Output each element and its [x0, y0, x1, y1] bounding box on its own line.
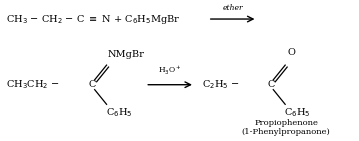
Text: NMgBr: NMgBr	[108, 50, 144, 59]
Text: C: C	[89, 80, 96, 89]
Text: C$_6$H$_5$: C$_6$H$_5$	[106, 106, 132, 119]
Text: H$_3$O$^+$: H$_3$O$^+$	[158, 64, 182, 77]
Text: C$_6$H$_5$: C$_6$H$_5$	[284, 106, 311, 119]
Text: C: C	[267, 80, 275, 89]
Text: ether: ether	[222, 4, 243, 12]
Text: CH$_3$ $-$ CH$_2$ $-$ C $\equiv$ N + C$_6$H$_5$MgBr: CH$_3$ $-$ CH$_2$ $-$ C $\equiv$ N + C$_…	[6, 13, 181, 26]
Text: CH$_3$CH$_2$ $-$: CH$_3$CH$_2$ $-$	[6, 78, 60, 91]
Text: O: O	[287, 48, 295, 57]
Text: Propiophenone: Propiophenone	[254, 119, 318, 127]
Text: (1-Phenylpropanone): (1-Phenylpropanone)	[242, 128, 331, 136]
Text: C$_2$H$_5$ $-$: C$_2$H$_5$ $-$	[202, 78, 239, 91]
